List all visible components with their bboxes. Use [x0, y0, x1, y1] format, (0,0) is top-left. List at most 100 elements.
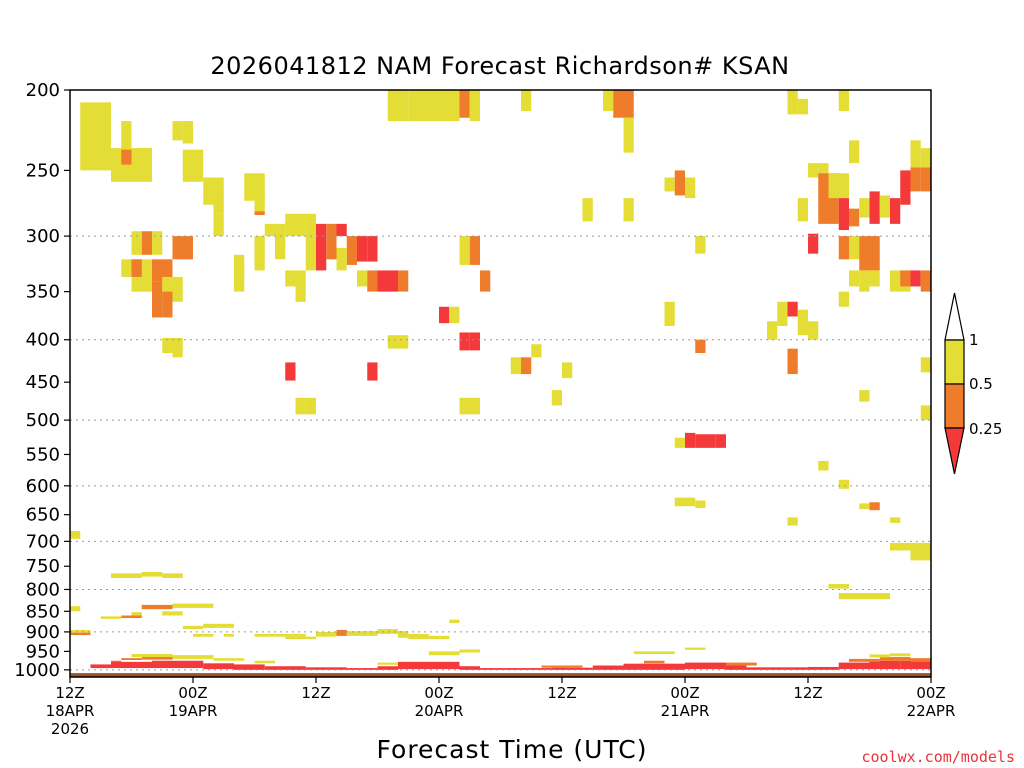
ri-cell-110 [859, 236, 870, 271]
ri-cell-186 [254, 660, 275, 664]
ri-cell-16 [234, 266, 245, 282]
ri-cell-126 [920, 270, 931, 292]
ri-cell-53 [387, 335, 398, 349]
ri-cell-146 [910, 550, 931, 561]
ri-cell-184 [172, 655, 214, 659]
ri-cell-165 [203, 623, 234, 628]
ri-cell-39 [285, 270, 296, 287]
ytick-label-900: 900 [26, 622, 60, 643]
ri-cell-95 [787, 98, 798, 115]
chart-title: 2026041812 NAM Forecast Richardson# KSAN [210, 52, 789, 80]
ri-cell-220 [726, 662, 757, 666]
ri-cell-179 [428, 651, 460, 656]
ytick-label-250: 250 [26, 160, 60, 181]
ytick-label-450: 450 [26, 372, 60, 393]
xtick-label-2-0: 12Z [301, 684, 330, 702]
ri-cell-85 [664, 301, 675, 326]
ri-cell-173 [357, 631, 378, 636]
ytick-label-300: 300 [26, 226, 60, 247]
ri-cell-91 [715, 434, 726, 448]
ytick-label-750: 750 [26, 556, 60, 577]
ri-cell-8 [182, 121, 193, 144]
ri-cell-124 [900, 270, 911, 287]
ri-cell-118 [910, 140, 921, 168]
ri-cell-161 [162, 611, 183, 616]
ri-cell-101 [818, 163, 829, 178]
ri-cell-59 [459, 236, 470, 265]
ri-cell-160 [100, 616, 122, 619]
ri-cell-103 [828, 173, 849, 199]
ytick-label-600: 600 [26, 476, 60, 497]
ri-cell-6 [121, 149, 132, 165]
ground-layer [70, 673, 931, 677]
ri-cell-198 [377, 666, 398, 670]
ri-cell-139 [818, 460, 829, 471]
ri-cell-50 [254, 211, 265, 216]
ytick-label-400: 400 [26, 330, 60, 351]
ytick-label-550: 550 [26, 444, 60, 465]
ri-cell-66 [459, 397, 480, 415]
ri-cell-105 [849, 208, 860, 227]
ri-cell-71 [562, 362, 573, 379]
xtick-label-1-1: 19APR [169, 702, 218, 720]
ri-cell-21 [131, 231, 142, 255]
ri-cell-183 [131, 654, 173, 658]
ri-cell-182 [633, 651, 675, 655]
ri-cell-131 [797, 309, 808, 336]
ri-cell-129 [777, 301, 788, 326]
ri-cell-219 [644, 660, 665, 664]
ri-cell-137 [920, 357, 931, 373]
ri-cell-14 [254, 236, 265, 271]
ri-cell-106 [859, 198, 870, 218]
xtick-label-5-1: 21APR [661, 702, 710, 720]
legend-swatch-orange [944, 383, 965, 429]
ri-cell-107 [869, 191, 880, 224]
ri-cell-42 [357, 236, 368, 262]
ri-cell-18 [152, 259, 173, 282]
ri-cell-70 [551, 390, 562, 406]
ri-cell-49 [254, 188, 265, 212]
ri-cell-23 [152, 231, 163, 255]
ri-cell-188 [141, 657, 173, 660]
x-axis-label: Forecast Time (UTC) [377, 735, 648, 764]
ri-cell-120 [910, 167, 921, 192]
ri-cell-84 [685, 177, 696, 199]
ri-cell-178 [449, 619, 460, 623]
ri-cell-169 [285, 636, 316, 640]
ri-cell-199 [398, 661, 460, 670]
ri-cell-11 [213, 195, 224, 214]
ri-cell-175 [398, 631, 409, 638]
ri-cell-205 [685, 662, 726, 670]
ri-cell-215 [869, 654, 890, 658]
ri-cell-78 [613, 90, 634, 118]
ri-cell-94 [787, 90, 798, 105]
ri-cell-212 [849, 658, 880, 662]
credit-text: coolwx.com/models [861, 748, 1015, 766]
xtick-label-7-1: 22APR [907, 702, 956, 720]
ri-cell-207 [746, 667, 808, 670]
ri-cell-166 [223, 633, 234, 637]
ri-cell-117 [900, 170, 911, 205]
ri-cell-28 [162, 291, 173, 307]
ri-cell-80 [582, 198, 593, 222]
ri-cell-32 [295, 213, 306, 237]
ri-cell-86 [695, 236, 706, 254]
ri-cell-35 [316, 223, 327, 271]
ri-cell-63 [367, 362, 378, 381]
ri-cell-113 [849, 270, 860, 287]
xtick-label-3-0: 00Z [424, 684, 453, 702]
legend-arrow-bottom [944, 427, 965, 475]
ri-cell-79 [623, 117, 634, 153]
ri-cell-204 [623, 663, 685, 670]
ri-cell-217 [377, 662, 398, 665]
ri-cell-206 [726, 665, 747, 670]
ri-cell-64 [295, 397, 306, 415]
ri-cell-121 [920, 167, 931, 192]
ri-cell-154 [70, 606, 81, 612]
ri-cell-162 [70, 629, 91, 633]
ri-cell-67 [510, 357, 521, 375]
ri-cell-89 [685, 432, 696, 448]
xtick-label-0-0: 12Z [55, 684, 84, 702]
ytick-label-500: 500 [26, 410, 60, 431]
ri-cell-57 [459, 332, 470, 351]
